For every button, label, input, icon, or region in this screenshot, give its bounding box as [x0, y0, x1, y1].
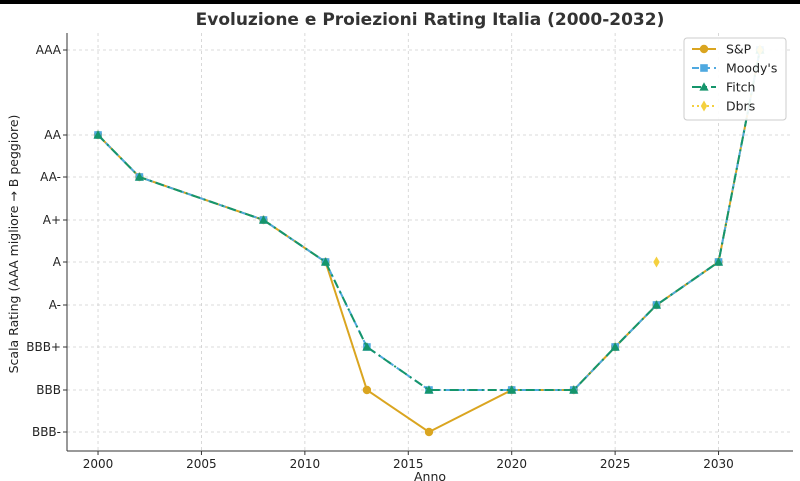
y-tick-label: AA: [44, 128, 62, 142]
data-point: [569, 385, 579, 394]
y-tick-label: AA-: [40, 170, 61, 184]
x-tick-label: 2010: [290, 457, 321, 471]
legend-marker: [699, 82, 709, 91]
data-point: [713, 257, 724, 266]
legend-marker: [699, 44, 709, 54]
y-tick-label: A-: [49, 298, 61, 312]
data-point: [362, 385, 372, 395]
data-point: [507, 385, 517, 394]
legend-label: S&P: [726, 42, 752, 57]
y-tick-label: A: [53, 255, 62, 269]
x-tick-label: 2020: [496, 457, 527, 471]
legend-marker: [700, 100, 708, 112]
legend-box: [683, 37, 787, 121]
x-tick-label: 2030: [703, 457, 734, 471]
series-0: [93, 45, 765, 437]
series-layer: [93, 44, 765, 437]
y-tick-label: A+: [43, 213, 61, 227]
legend-label: Moody's: [726, 61, 777, 76]
data-point: [424, 385, 434, 394]
data-point: [93, 130, 103, 139]
data-point: [320, 257, 331, 266]
data-point: [651, 300, 662, 309]
x-tick-label: 2025: [600, 457, 631, 471]
x-axis-label: Anno: [414, 469, 446, 481]
data-point: [610, 342, 620, 351]
data-point: [258, 215, 269, 224]
x-tick-label: 2000: [83, 457, 114, 471]
top-border: [0, 0, 800, 4]
legend-label: Dbrs: [726, 99, 755, 114]
x-tick-label: 2005: [186, 457, 217, 471]
data-point: [653, 256, 660, 268]
grid: [67, 33, 793, 451]
data-point: [424, 427, 434, 437]
legend-marker: [700, 64, 708, 72]
series-line: [97, 49, 761, 434]
series-2: [93, 45, 765, 394]
data-point: [362, 342, 372, 351]
y-axis-label: Scala Rating (AAA migliore → B peggiore): [6, 115, 21, 374]
y-tick-label: BBB+: [26, 340, 61, 354]
chart-title: Evoluzione e Proiezioni Rating Italia (2…: [196, 10, 665, 30]
y-tick-label: BBB-: [32, 425, 61, 439]
legend: S&P Moody's Fitch Dbrs: [683, 37, 787, 121]
series-line: [97, 49, 761, 391]
legend-label: Fitch: [726, 80, 755, 95]
x-tick-label: 2015: [393, 457, 424, 471]
data-point: [134, 172, 144, 181]
y-tick-label: AAA: [36, 43, 62, 57]
y-tick-label: BBB: [36, 383, 61, 397]
